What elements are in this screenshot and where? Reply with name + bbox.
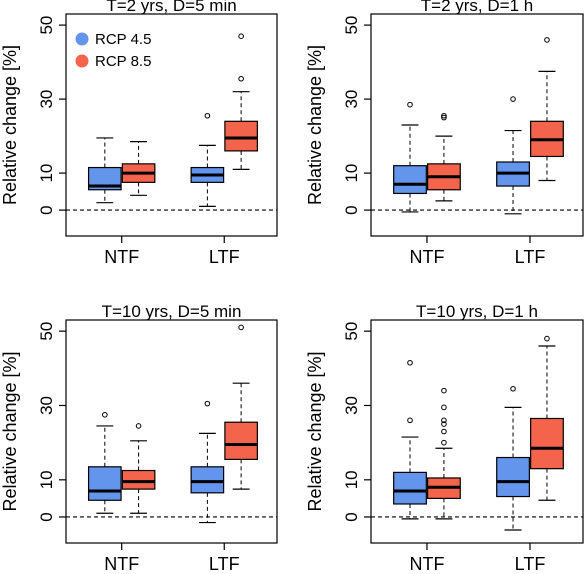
y-tick-label: 0 (37, 512, 56, 521)
legend-label: RCP 8.5 (95, 53, 151, 70)
iqr-box (496, 456, 530, 498)
y-tick-label: 50 (37, 16, 56, 35)
box-rcp45-ltf (190, 400, 225, 524)
x-tick-label-ntf: NTF (104, 554, 139, 574)
outlier-point (441, 421, 447, 427)
y-tick-label: 10 (342, 470, 361, 489)
box-rcp45-ltf (496, 96, 530, 215)
box-rcp45-ntf (393, 359, 427, 520)
plot-frame (65, 319, 278, 544)
y-tick-label: 30 (342, 90, 361, 109)
iqr-box (224, 120, 258, 152)
y-tick-label: 0 (37, 205, 56, 214)
box-rcp85-ltf (224, 324, 258, 490)
iqr-box (121, 469, 156, 490)
y-tick-label: 30 (342, 396, 361, 415)
iqr-box (190, 466, 225, 494)
outlier-point (407, 417, 413, 424)
iqr-box (530, 417, 564, 470)
iqr-box (224, 421, 258, 460)
y-axis-label: Relative change [%] (0, 351, 20, 511)
y-tick-label: 10 (37, 164, 56, 183)
y-tick-label: 50 (37, 322, 56, 341)
legend-marker (75, 54, 89, 68)
outlier-point (441, 387, 447, 394)
outlier-point (510, 385, 516, 392)
outlier-point (441, 439, 447, 446)
plot-frame (370, 319, 584, 544)
box-rcp85-ltf (530, 335, 564, 501)
box-rcp45-ltf (190, 112, 225, 207)
y-axis-label: Relative change [%] (0, 45, 20, 205)
box-rcp45-ntf (87, 411, 122, 514)
y-tick-label: 10 (342, 164, 361, 183)
y-tick-label: 10 (37, 470, 56, 489)
box-rcp85-ntf (121, 423, 156, 514)
box-rcp45-ntf (87, 137, 122, 204)
iqr-box (87, 166, 122, 191)
plot-frame (370, 13, 584, 237)
box-rcp85-ntf (121, 141, 156, 196)
x-tick-label-ltf: LTF (515, 554, 546, 574)
outlier-point (441, 404, 447, 411)
outlier-point (407, 359, 413, 366)
iqr-box (393, 471, 427, 505)
x-tick-label-ntf: NTF (409, 247, 444, 267)
legend-marker (75, 32, 89, 46)
x-tick-label-ntf: NTF (409, 554, 444, 574)
outlier-point (441, 428, 447, 435)
y-tick-label: 30 (37, 396, 56, 415)
y-tick-label: 50 (342, 16, 361, 35)
legend: RCP 4.5 RCP 8.5 (75, 31, 151, 70)
outlier-point (544, 335, 550, 342)
x-tick-label-ntf: NTF (104, 247, 139, 267)
box-rcp45-ltf (496, 385, 530, 531)
chart-panel-1: T=2 yrs, D=5 min Relative change [%] 0 10 30… (0, 0, 278, 267)
y-axis-label: Relative change [%] (305, 45, 325, 205)
x-tick-label-ltf: LTF (209, 247, 240, 267)
outlier-point (510, 96, 516, 102)
outlier-point (204, 112, 211, 119)
y-axis-label: Relative change [%] (305, 351, 325, 511)
box-rcp85-ltf (530, 37, 564, 182)
chart-panel-4: T=10 yrs, D=1 h Relative change [%] 0 10 30 5… (305, 302, 584, 574)
panel-title: T=10 yrs, D=5 min (102, 302, 242, 321)
box-rcp85-ntf (427, 387, 461, 520)
chart-panel-3: T=10 yrs, D=5 min Relative change [%] 0 10 3… (0, 302, 278, 574)
y-tick-label: 0 (342, 205, 361, 214)
outlier-point (135, 423, 142, 429)
y-tick-label: 0 (342, 512, 361, 521)
outlier-point (544, 37, 550, 43)
y-tick-label: 30 (37, 90, 56, 109)
iqr-box (393, 165, 427, 195)
x-tick-label-ltf: LTF (209, 554, 240, 574)
outlier-point (238, 324, 244, 331)
legend-label: RCP 4.5 (95, 31, 151, 48)
y-tick-label: 50 (342, 322, 361, 341)
outlier-point (407, 101, 413, 108)
iqr-box (87, 466, 122, 501)
box-rcp45-ntf (393, 101, 427, 213)
box-rcp85-ntf (427, 112, 461, 202)
panel-title: T=2 yrs, D=1 h (421, 0, 533, 15)
x-tick-label-ltf: LTF (515, 247, 546, 267)
outlier-point (441, 417, 447, 424)
outlier-point (441, 114, 447, 121)
outlier-point (238, 75, 244, 82)
outlier-point (204, 400, 211, 407)
chart-panel-2: T=2 yrs, D=1 h Relative change [%] 0 10 30 50… (305, 0, 584, 267)
plot-frame (65, 13, 278, 237)
panel-title: T=10 yrs, D=1 h (416, 302, 538, 321)
outlier-point (441, 112, 447, 119)
panel-title: T=2 yrs, D=5 min (106, 0, 236, 15)
outlier-point (102, 411, 108, 418)
box-rcp85-ltf (224, 33, 258, 170)
outlier-point (238, 33, 244, 40)
